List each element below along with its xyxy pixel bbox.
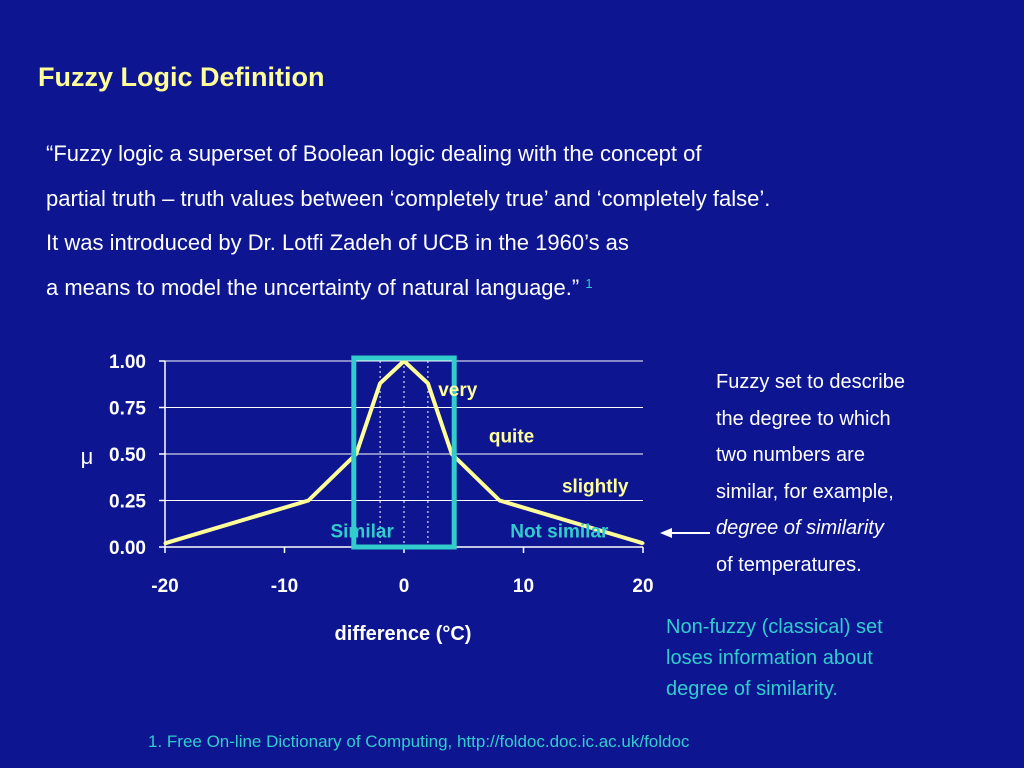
y-tick-label: 0.75 [109,399,146,420]
x-tick-label: 10 [513,576,534,597]
annotation-label: Not similar [510,521,609,542]
curve-point [498,499,502,502]
note-line: Non-fuzzy (classical) set [666,616,883,638]
quote-line: It was introduced by Dr. Lotfi Zadeh of … [46,230,629,255]
description-text: Fuzzy set to describe the degree to whic… [716,364,905,583]
y-tick-label: 0.00 [109,538,146,559]
quote-line-text: a means to model the uncertainty of natu… [46,274,580,300]
chart-annotations: very quite slightly Similar Not similar [330,380,628,542]
footnote-marker: 1 [585,275,593,291]
description-line: Fuzzy set to describe [716,371,905,393]
x-tick-label: -10 [271,576,298,597]
note-line: degree of similarity. [666,678,838,700]
y-tick-label: 0.25 [109,492,146,513]
annotation-label: quite [489,426,534,447]
y-tick-label: 1.00 [109,352,146,373]
classical-set-note: Non-fuzzy (classical) set loses informat… [666,612,883,705]
annotation-label: slightly [562,477,629,498]
annotation-label: very [438,380,478,401]
x-tick-label: -20 [151,576,178,597]
slide-title: Fuzzy Logic Definition [38,62,325,92]
y-tick-label: 0.50 [109,445,146,466]
chart-tick-labels: 0.00 0.25 0.50 0.75 1.00 -20 -10 0 10 20 [109,352,654,597]
annotation-label: Similar [330,521,394,542]
curve-point [641,541,645,545]
curve-point [378,381,382,385]
definition-quote: “Fuzzy logic a superset of Boolean logic… [46,132,1006,310]
x-tick-label: 20 [632,576,653,597]
description-line: similar, for example, [716,480,894,503]
description-line: two numbers are [716,444,865,466]
quote-line: “Fuzzy logic a superset of Boolean logic… [46,141,702,166]
curve-point [163,541,167,545]
description-line: of temperatures. [716,553,862,576]
curve-point [426,381,430,385]
crisp-set-layer [351,355,457,550]
description-emphasis: degree of similarity [716,517,884,539]
crisp-set-rectangle [351,355,457,550]
y-axis-title: μ [81,444,94,469]
note-line: loses information about [666,647,873,669]
chart-guides [379,361,429,547]
description-line: the degree to which [716,407,891,430]
x-axis-title: difference (°C) [335,623,472,645]
curve-point [306,499,310,502]
footnote: 1. Free On-line Dictionary of Computing,… [148,732,690,751]
x-tick-label: 0 [399,576,410,597]
left-arrow-icon [660,528,710,538]
quote-line: partial truth – truth values between ‘co… [46,185,771,211]
quote-line-last: a means to model the uncertainty of natu… [46,266,1006,311]
